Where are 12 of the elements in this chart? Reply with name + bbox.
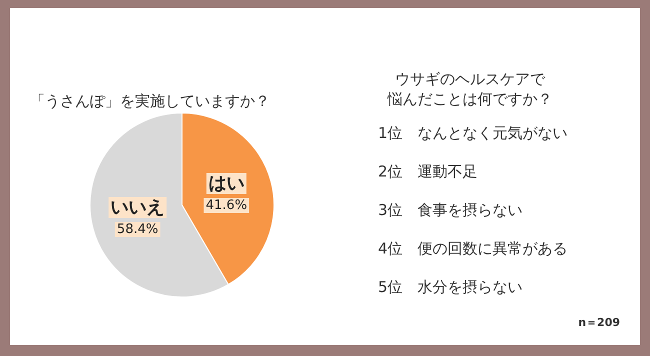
text: 1位 なんとなく元気がない: [378, 124, 568, 142]
data-label: 58.4%: [116, 222, 158, 237]
text: 2位 運動不足: [378, 162, 478, 180]
slice-label: いいえ: [110, 197, 165, 218]
text: n＝209: [578, 316, 620, 329]
data-label: 41.6%: [206, 198, 248, 213]
slice-label: はい: [208, 173, 244, 194]
text: 3位 食事を摂らない: [378, 201, 523, 219]
text: 5位 水分を摂らない: [378, 278, 523, 296]
chart-title: 「うさんぽ」を実施していますか？: [30, 92, 270, 110]
text: ウサギのヘルスケアで悩んだことは何ですか？: [386, 70, 552, 108]
text: 4位 便の回数に異常がある: [378, 240, 568, 258]
